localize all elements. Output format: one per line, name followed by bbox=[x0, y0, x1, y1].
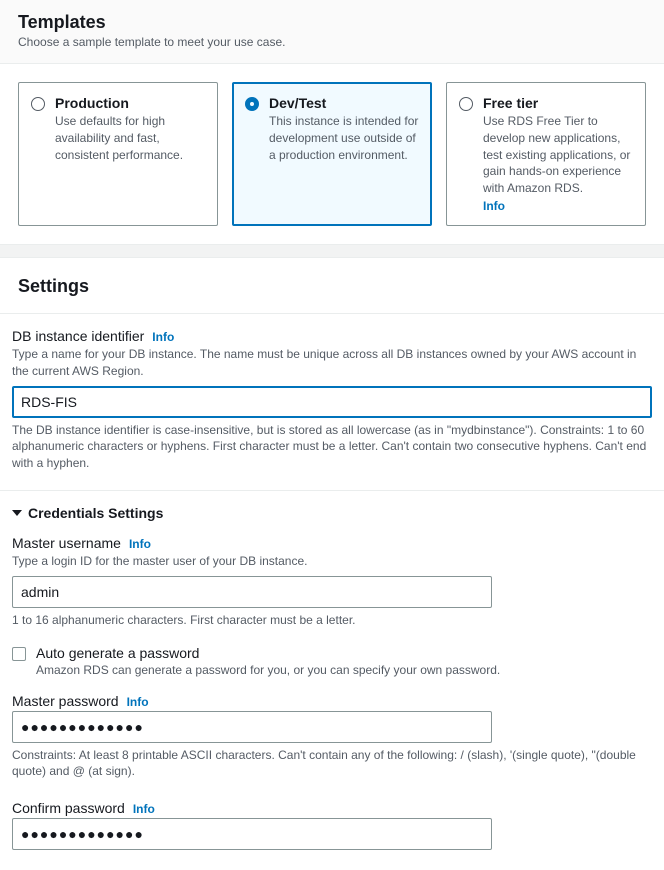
panel-divider bbox=[0, 244, 664, 258]
caret-down-icon bbox=[12, 510, 22, 516]
auto-generate-desc: Amazon RDS can generate a password for y… bbox=[36, 663, 500, 677]
template-freetier[interactable]: Free tier Use RDS Free Tier to develop n… bbox=[446, 82, 646, 226]
template-label: Dev/Test bbox=[269, 95, 419, 111]
radio-devtest[interactable] bbox=[245, 97, 259, 111]
template-desc: Use RDS Free Tier to develop new applica… bbox=[483, 113, 633, 197]
master-username-constraint: 1 to 16 alphanumeric characters. First c… bbox=[12, 612, 652, 629]
settings-title: Settings bbox=[18, 276, 646, 297]
auto-generate-label: Auto generate a password bbox=[36, 645, 500, 661]
auto-generate-row: Auto generate a password Amazon RDS can … bbox=[0, 639, 664, 681]
template-label: Production bbox=[55, 95, 205, 111]
confirm-password-label: Confirm password bbox=[12, 800, 125, 816]
radio-production[interactable] bbox=[31, 97, 45, 111]
confirm-password-info-link[interactable]: Info bbox=[133, 802, 155, 816]
master-password-input[interactable] bbox=[12, 711, 492, 743]
credentials-toggle[interactable]: Credentials Settings bbox=[0, 491, 664, 527]
master-username-block: Master username Info Type a login ID for… bbox=[0, 527, 664, 639]
master-password-constraint: Constraints: At least 8 printable ASCII … bbox=[12, 747, 652, 781]
master-username-info-link[interactable]: Info bbox=[129, 537, 151, 551]
master-username-input[interactable] bbox=[12, 576, 492, 608]
master-password-info-link[interactable]: Info bbox=[127, 695, 149, 709]
db-identifier-block: DB instance identifier Info Type a name … bbox=[0, 320, 664, 482]
db-identifier-help: Type a name for your DB instance. The na… bbox=[12, 346, 652, 380]
settings-panel: Settings DB instance identifier Info Typ… bbox=[0, 258, 664, 870]
db-identifier-section: DB instance identifier Info Type a name … bbox=[0, 313, 664, 482]
auto-generate-checkbox[interactable] bbox=[12, 647, 26, 661]
templates-header: Templates Choose a sample template to me… bbox=[0, 0, 664, 64]
templates-desc: Choose a sample template to meet your us… bbox=[18, 35, 646, 49]
master-password-block: Master password Info Constraints: At lea… bbox=[0, 681, 664, 791]
templates-title: Templates bbox=[18, 12, 646, 33]
credentials-title: Credentials Settings bbox=[28, 505, 163, 521]
db-identifier-info-link[interactable]: Info bbox=[152, 330, 174, 344]
db-identifier-label: DB instance identifier bbox=[12, 328, 144, 344]
confirm-password-input[interactable] bbox=[12, 818, 492, 850]
master-password-label: Master password bbox=[12, 693, 119, 709]
template-production[interactable]: Production Use defaults for high availab… bbox=[18, 82, 218, 226]
template-label: Free tier bbox=[483, 95, 633, 111]
freetier-info-link[interactable]: Info bbox=[483, 199, 505, 213]
templates-options: Production Use defaults for high availab… bbox=[0, 64, 664, 244]
templates-panel: Templates Choose a sample template to me… bbox=[0, 0, 664, 244]
master-username-help: Type a login ID for the master user of y… bbox=[12, 553, 652, 570]
radio-freetier[interactable] bbox=[459, 97, 473, 111]
template-desc: Use defaults for high availability and f… bbox=[55, 113, 205, 163]
master-username-label: Master username bbox=[12, 535, 121, 551]
settings-header: Settings bbox=[0, 258, 664, 313]
template-devtest[interactable]: Dev/Test This instance is intended for d… bbox=[232, 82, 432, 226]
template-desc: This instance is intended for developmen… bbox=[269, 113, 419, 163]
db-identifier-constraint: The DB instance identifier is case-insen… bbox=[12, 422, 652, 472]
db-identifier-input[interactable] bbox=[12, 386, 652, 418]
confirm-password-block: Confirm password Info bbox=[0, 790, 664, 860]
